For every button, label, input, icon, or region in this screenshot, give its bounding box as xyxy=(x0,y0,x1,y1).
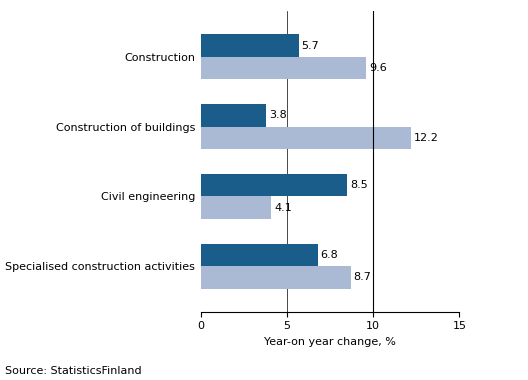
Bar xyxy=(201,127,411,149)
Text: 8.7: 8.7 xyxy=(353,272,371,282)
X-axis label: Year-on year change, %: Year-on year change, % xyxy=(264,337,396,347)
Text: 12.2: 12.2 xyxy=(413,133,439,143)
Text: 4.1: 4.1 xyxy=(274,203,291,212)
Bar xyxy=(201,174,347,196)
Bar xyxy=(201,57,366,79)
Bar xyxy=(201,104,266,127)
Text: 8.5: 8.5 xyxy=(350,180,367,190)
Text: 3.8: 3.8 xyxy=(269,111,287,120)
Bar xyxy=(201,35,299,57)
Bar xyxy=(201,266,351,288)
Text: 5.7: 5.7 xyxy=(301,41,319,51)
Text: 6.8: 6.8 xyxy=(320,250,338,260)
Text: 9.6: 9.6 xyxy=(369,63,386,73)
Bar xyxy=(201,244,318,266)
Bar xyxy=(201,196,271,219)
Text: Source: StatisticsFinland: Source: StatisticsFinland xyxy=(5,366,142,376)
